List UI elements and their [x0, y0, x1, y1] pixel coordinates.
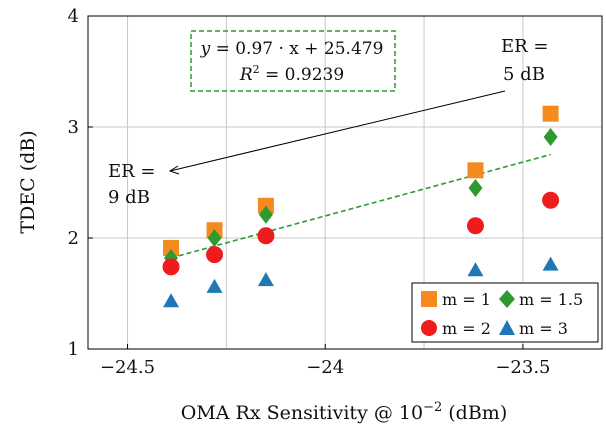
data-points — [162, 105, 560, 308]
point-m3-2 — [257, 272, 274, 287]
point-m3-3 — [467, 262, 484, 277]
point-m1-5-3 — [468, 179, 483, 198]
legend-marker-m1 — [421, 291, 437, 307]
legend-label-m1-5: m = 1.5 — [519, 290, 583, 309]
fit-line — [170, 153, 551, 259]
legend-marker-m3 — [499, 320, 515, 335]
point-m3-1 — [206, 278, 223, 293]
point-m2-0 — [162, 258, 180, 276]
point-m1-0 — [163, 239, 180, 256]
x-tick-label-1: −24 — [306, 357, 344, 378]
legend-marker-m1-5 — [499, 290, 515, 308]
y-tick-label-2: 3 — [68, 117, 79, 138]
fit-equation: y = 0.97 · x + 25.479 — [200, 39, 384, 59]
er-left-line1: ER = — [108, 161, 156, 182]
legend: m = 1 m = 1.5 m = 2 m = 3 — [411, 282, 599, 343]
x-tick-label-0: −24.5 — [100, 357, 155, 378]
axis-ticks: −24.5 −24 −23.5 1 2 3 4 — [68, 6, 551, 378]
point-m1-5-2 — [258, 205, 273, 224]
point-m3-0 — [163, 293, 180, 308]
legend-label-m3: m = 3 — [519, 319, 568, 338]
x-tick-label-2: −23.5 — [495, 357, 550, 378]
fit-layer — [170, 153, 551, 259]
y-tick-label-0: 1 — [68, 339, 79, 360]
legend-marker-m2 — [421, 320, 437, 336]
point-m1-5-1 — [207, 229, 222, 247]
point-m2-3 — [466, 217, 484, 235]
equation-box: y = 0.97 · x + 25.479 R2 = 0.9239 — [190, 30, 396, 92]
y-tick-label-1: 2 — [68, 228, 79, 249]
point-m1-3 — [467, 162, 484, 179]
er-annotations: ER = 9 dB ER = 5 dB — [108, 36, 549, 208]
legend-label-m1: m = 1 — [442, 290, 491, 309]
er-arrow-head — [168, 165, 180, 175]
point-m2-2 — [257, 227, 275, 245]
point-m1-5-4 — [543, 127, 558, 146]
y-axis-title: TDEC (dB) — [17, 130, 39, 233]
fit-r-squared: R2 = 0.9239 — [239, 63, 344, 85]
y-tick-label-3: 4 — [68, 6, 79, 27]
legend-label-m2: m = 2 — [442, 319, 491, 338]
er-arrow-line — [169, 90, 506, 172]
er-right-line2: 5 dB — [503, 64, 545, 85]
plot-frame — [87, 15, 603, 350]
x-axis-title: OMA Rx Sensitivity @ 10−2 (dBm) — [181, 400, 508, 424]
point-m2-4 — [542, 191, 560, 209]
point-m3-4 — [542, 256, 559, 271]
point-m2-1 — [206, 246, 224, 264]
er-left-line2: 9 dB — [108, 187, 150, 208]
equation-box-border — [190, 30, 396, 92]
er-right-line1: ER = — [501, 36, 549, 57]
point-m1-4 — [542, 105, 559, 122]
